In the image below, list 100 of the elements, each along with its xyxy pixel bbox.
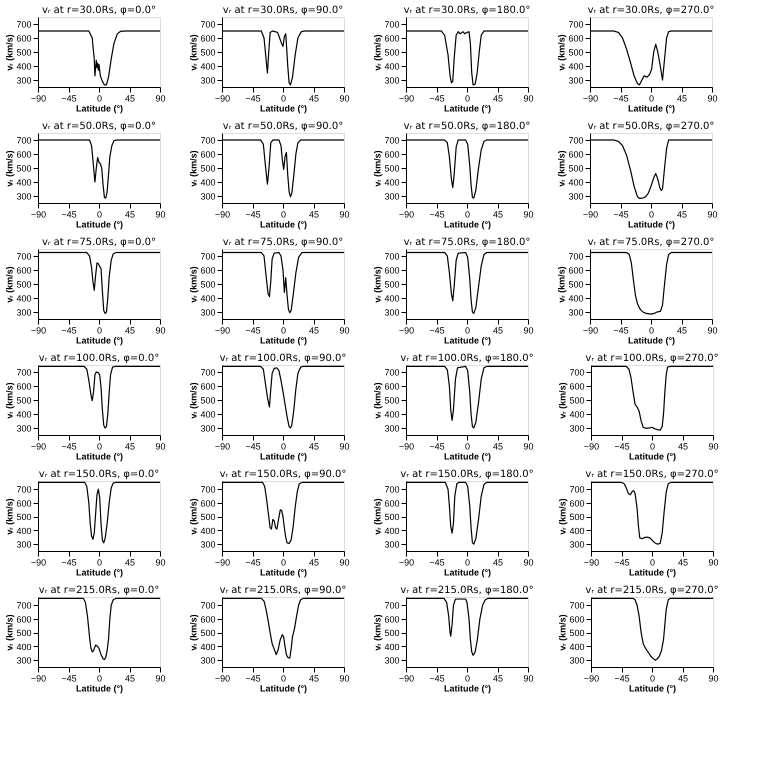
x-axis-title: Latitude (°)	[444, 568, 492, 578]
x-tick-label: 90	[339, 210, 350, 220]
y-tick-label: 500	[16, 512, 32, 522]
x-axis-title: Latitude (°)	[444, 104, 492, 114]
x-tick-label: 0	[96, 210, 102, 220]
chart-title: vᵣ at r=100.0Rs, φ=0.0°	[38, 353, 160, 364]
x-axis-title: Latitude (°)	[628, 568, 676, 578]
chart-title: vᵣ at r=30.0Rs, φ=90.0°	[222, 5, 344, 16]
y-tick-label: 600	[384, 266, 400, 276]
x-tick-label: −45	[245, 326, 261, 336]
y-tick-label: 400	[568, 294, 584, 304]
x-tick-label: 90	[523, 94, 534, 104]
y-tick-label: 600	[16, 34, 32, 44]
x-tick-label: 45	[678, 674, 688, 684]
y-tick-label: 500	[200, 396, 216, 406]
y-axis-title: vᵣ (km/s)	[188, 382, 198, 419]
y-tick-label: 600	[16, 498, 32, 508]
x-tick-label: −90	[214, 674, 230, 684]
x-tick-label: 0	[280, 558, 286, 568]
y-tick-label: 300	[384, 192, 400, 202]
y-tick-label: 600	[568, 266, 584, 276]
y-tick-label: 300	[16, 308, 32, 318]
y-tick-label: 500	[384, 628, 400, 638]
y-tick-label: 600	[16, 266, 32, 276]
y-tick-label: 700	[384, 136, 400, 146]
y-tick-label: 700	[16, 136, 32, 146]
y-axis-title: vᵣ (km/s)	[372, 266, 382, 303]
x-tick-label: −90	[30, 210, 46, 220]
x-tick-label: 90	[523, 558, 534, 568]
x-axis-title: Latitude (°)	[628, 220, 676, 230]
x-axis-title: Latitude (°)	[76, 336, 124, 346]
y-tick-label: 300	[384, 76, 400, 86]
y-tick-label: 400	[384, 410, 400, 420]
y-tick-label: 500	[200, 48, 216, 58]
x-tick-label: 90	[523, 674, 534, 684]
y-tick-label: 300	[200, 308, 216, 318]
y-tick-label: 500	[384, 280, 400, 290]
y-tick-label: 600	[569, 614, 584, 624]
y-tick-label: 400	[16, 410, 32, 420]
chart-title: vᵣ at r=75.0Rs, φ=270.0°	[588, 237, 714, 248]
y-tick-label: 700	[16, 368, 32, 378]
y-axis-title: vᵣ (km/s)	[4, 150, 14, 187]
y-tick-label: 300	[200, 76, 216, 86]
y-tick-label: 600	[569, 498, 584, 508]
chart-title: vᵣ at r=100.0Rs, φ=90.0°	[220, 353, 346, 364]
x-tick-label: 90	[708, 558, 719, 568]
x-tick-label: −90	[30, 674, 46, 684]
y-tick-label: 500	[200, 512, 216, 522]
x-tick-label: −90	[398, 674, 414, 684]
x-tick-label: 45	[676, 94, 688, 104]
x-tick-label: 0	[280, 210, 286, 220]
y-axis-title: vᵣ (km/s)	[4, 614, 14, 651]
x-tick-label: 90	[339, 94, 350, 104]
y-tick-label: 400	[568, 62, 584, 72]
x-tick-label: −45	[61, 94, 77, 104]
y-tick-label: 600	[200, 614, 216, 624]
chart-title: vᵣ at r=150.0Rs, φ=90.0°	[220, 469, 346, 480]
y-axis-title: vᵣ (km/s)	[372, 150, 382, 187]
x-tick-label: 45	[124, 210, 136, 220]
x-tick-label: −45	[245, 674, 261, 684]
y-axis-title: vᵣ (km/s)	[4, 382, 14, 419]
chart-title: vᵣ at r=150.0Rs, φ=270.0°	[585, 469, 719, 480]
x-tick-label: −90	[582, 210, 598, 220]
x-axis-title: Latitude (°)	[260, 336, 308, 346]
y-axis-title: vᵣ (km/s)	[557, 614, 568, 651]
y-axis-title: vᵣ (km/s)	[188, 498, 198, 535]
y-tick-label: 500	[384, 164, 400, 174]
x-axis-title: Latitude (°)	[444, 452, 492, 462]
x-tick-label: −45	[245, 442, 261, 452]
x-tick-label: 0	[650, 442, 656, 452]
x-tick-label: −45	[429, 94, 445, 104]
x-tick-label: −45	[245, 210, 261, 220]
y-axis-title: vᵣ (km/s)	[557, 382, 568, 419]
chart-title: vᵣ at r=50.0Rs, φ=180.0°	[404, 121, 530, 132]
x-tick-label: 0	[464, 326, 470, 336]
y-tick-label: 700	[200, 600, 216, 611]
y-tick-label: 400	[568, 178, 584, 188]
x-axis-title: Latitude (°)	[76, 568, 124, 578]
x-tick-label: 90	[155, 210, 166, 220]
x-axis-title: Latitude (°)	[444, 220, 492, 230]
y-tick-label: 700	[568, 252, 584, 262]
y-tick-label: 500	[568, 280, 584, 290]
y-tick-label: 700	[16, 252, 32, 262]
y-axis-title: vᵣ (km/s)	[372, 498, 382, 535]
x-tick-label: −45	[61, 326, 77, 336]
y-tick-label: 500	[200, 164, 216, 174]
y-tick-label: 600	[384, 614, 400, 624]
x-tick-label: −45	[429, 558, 445, 568]
y-axis-title: vᵣ (km/s)	[556, 150, 566, 187]
x-tick-label: 45	[308, 210, 320, 220]
x-tick-label: 90	[155, 558, 166, 568]
x-axis-title: Latitude (°)	[444, 684, 492, 694]
y-tick-label: 300	[200, 540, 216, 550]
y-tick-label: 400	[200, 410, 216, 420]
x-tick-label: −90	[214, 442, 230, 452]
y-axis-title: vᵣ (km/s)	[372, 614, 382, 651]
x-tick-label: −90	[584, 442, 600, 452]
x-axis-title: Latitude (°)	[628, 684, 676, 694]
x-axis-title: Latitude (°)	[260, 452, 308, 462]
x-tick-label: −45	[429, 674, 445, 684]
